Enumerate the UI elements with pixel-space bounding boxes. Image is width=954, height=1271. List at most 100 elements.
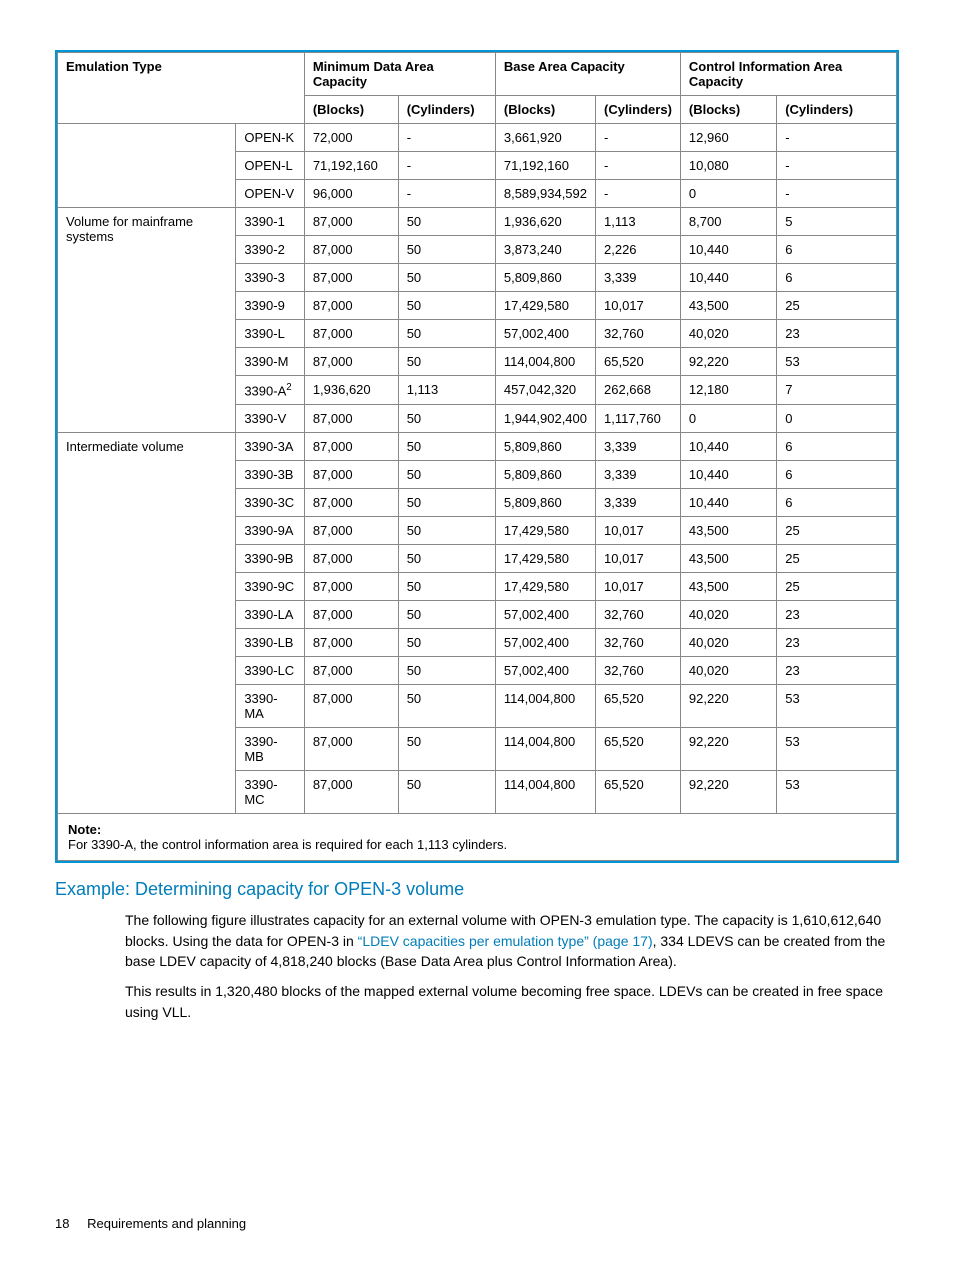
- table-cell: 3390-2: [236, 236, 304, 264]
- header-base-area: Base Area Capacity: [495, 53, 680, 96]
- table-cell: 114,004,800: [495, 685, 595, 728]
- table-cell: 87,000: [304, 601, 398, 629]
- table-cell: 43,500: [680, 517, 776, 545]
- table-cell: 25: [777, 545, 897, 573]
- table-cell: 10,440: [680, 236, 776, 264]
- table-cell: 5,809,860: [495, 461, 595, 489]
- table-cell: 23: [777, 657, 897, 685]
- table-cell: 3390-9C: [236, 573, 304, 601]
- table-cell: 50: [398, 489, 495, 517]
- table-cell: 2,226: [596, 236, 681, 264]
- note-label: Note:: [68, 822, 101, 837]
- table-cell: 92,220: [680, 685, 776, 728]
- table-cell: 23: [777, 601, 897, 629]
- table-cell: -: [596, 152, 681, 180]
- table-cell: 3390-LC: [236, 657, 304, 685]
- subheader-cylinders: (Cylinders): [596, 96, 681, 124]
- table-cell: 10,440: [680, 489, 776, 517]
- table-cell: 71,192,160: [304, 152, 398, 180]
- table-cell: 50: [398, 292, 495, 320]
- table-cell: 3390-V: [236, 405, 304, 433]
- section-heading: Example: Determining capacity for OPEN-3…: [55, 879, 899, 900]
- table-cell: 3390-M: [236, 348, 304, 376]
- table-cell: 1,936,620: [495, 208, 595, 236]
- table-cell: 50: [398, 348, 495, 376]
- table-cell: 65,520: [596, 771, 681, 814]
- paragraph-1: The following figure illustrates capacit…: [125, 910, 899, 971]
- table-cell: 50: [398, 236, 495, 264]
- table-cell: -: [777, 124, 897, 152]
- table-cell: 5,809,860: [495, 489, 595, 517]
- table-cell: 23: [777, 629, 897, 657]
- table-cell: 12,180: [680, 376, 776, 405]
- table-cell: 3,339: [596, 461, 681, 489]
- subheader-cylinders: (Cylinders): [777, 96, 897, 124]
- table-cell: 53: [777, 348, 897, 376]
- table-cell: OPEN-V: [236, 180, 304, 208]
- table-cell: 3390-3A: [236, 433, 304, 461]
- table-cell: 50: [398, 461, 495, 489]
- table-cell: -: [596, 124, 681, 152]
- table-cell: 25: [777, 573, 897, 601]
- table-cell: 17,429,580: [495, 573, 595, 601]
- capacity-table-container: Emulation Type Minimum Data Area Capacit…: [55, 50, 899, 863]
- table-cell: 3,661,920: [495, 124, 595, 152]
- ldev-link[interactable]: “LDEV capacities per emulation type” (pa…: [358, 933, 653, 949]
- table-cell: 50: [398, 728, 495, 771]
- table-cell: 3390-A2: [236, 376, 304, 405]
- table-cell: -: [398, 124, 495, 152]
- table-cell: 17,429,580: [495, 292, 595, 320]
- table-cell: 50: [398, 629, 495, 657]
- table-cell: 53: [777, 771, 897, 814]
- table-cell: 40,020: [680, 657, 776, 685]
- table-cell: 32,760: [596, 601, 681, 629]
- table-cell: 92,220: [680, 771, 776, 814]
- table-cell: 8,700: [680, 208, 776, 236]
- table-cell: 57,002,400: [495, 629, 595, 657]
- table-cell: 262,668: [596, 376, 681, 405]
- table-cell: 114,004,800: [495, 771, 595, 814]
- table-cell: 5,809,860: [495, 433, 595, 461]
- table-cell: 87,000: [304, 573, 398, 601]
- table-cell: 10,440: [680, 264, 776, 292]
- paragraph-2: This results in 1,320,480 blocks of the …: [125, 981, 899, 1022]
- table-cell: 6: [777, 489, 897, 517]
- table-cell: 87,000: [304, 292, 398, 320]
- table-cell: 50: [398, 657, 495, 685]
- table-cell: 87,000: [304, 320, 398, 348]
- table-cell: 1,944,902,400: [495, 405, 595, 433]
- table-cell: 1,113: [398, 376, 495, 405]
- page-footer: 18 Requirements and planning: [55, 1216, 246, 1231]
- table-cell: -: [777, 180, 897, 208]
- table-cell: 3390-3C: [236, 489, 304, 517]
- table-cell: 1,936,620: [304, 376, 398, 405]
- table-cell: 457,042,320: [495, 376, 595, 405]
- table-cell: 87,000: [304, 685, 398, 728]
- table-cell: 43,500: [680, 573, 776, 601]
- table-cell: 10,017: [596, 292, 681, 320]
- table-cell: 3390-L: [236, 320, 304, 348]
- table-cell: 53: [777, 728, 897, 771]
- table-cell: 0: [680, 405, 776, 433]
- table-cell: 87,000: [304, 545, 398, 573]
- table-cell: 3390-3B: [236, 461, 304, 489]
- table-cell: 87,000: [304, 236, 398, 264]
- table-cell: 0: [680, 180, 776, 208]
- table-cell: 50: [398, 685, 495, 728]
- table-cell: 87,000: [304, 771, 398, 814]
- subheader-blocks: (Blocks): [680, 96, 776, 124]
- table-cell: 10,017: [596, 545, 681, 573]
- table-cell: 50: [398, 208, 495, 236]
- header-control-info: Control Information Area Capacity: [680, 53, 896, 96]
- table-cell: 3,339: [596, 433, 681, 461]
- table-cell: 87,000: [304, 728, 398, 771]
- table-cell: 50: [398, 320, 495, 348]
- table-cell: 87,000: [304, 489, 398, 517]
- table-cell: 10,440: [680, 433, 776, 461]
- table-cell: 65,520: [596, 685, 681, 728]
- table-cell: 3390-3: [236, 264, 304, 292]
- table-cell: 6: [777, 461, 897, 489]
- table-cell: 50: [398, 545, 495, 573]
- table-cell: 43,500: [680, 292, 776, 320]
- table-cell: 87,000: [304, 208, 398, 236]
